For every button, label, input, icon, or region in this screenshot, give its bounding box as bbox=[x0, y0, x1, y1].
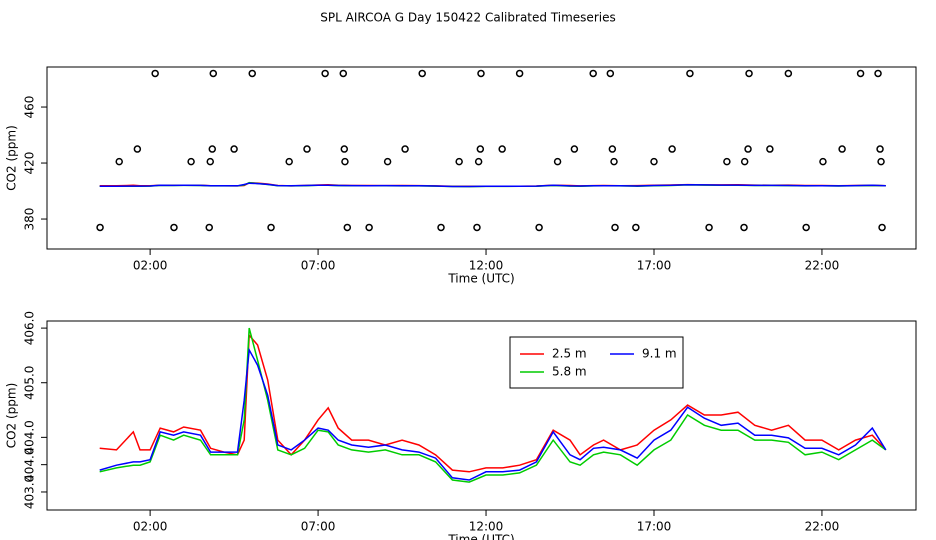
point bbox=[341, 157, 349, 166]
plot-frame bbox=[46, 66, 917, 250]
point bbox=[570, 145, 579, 153]
point bbox=[303, 145, 311, 153]
legend-box bbox=[509, 336, 684, 389]
y-tick-label: 404.0 bbox=[23, 447, 37, 481]
y-tick-label: 405.0 bbox=[23, 366, 37, 400]
x-tick-label: 02:00 bbox=[133, 259, 168, 273]
point bbox=[876, 145, 884, 153]
point bbox=[535, 223, 543, 232]
point bbox=[170, 223, 178, 232]
point bbox=[365, 223, 373, 232]
point bbox=[686, 69, 694, 78]
x-tick-label: 17:00 bbox=[637, 520, 672, 534]
y-tick-label: 403.0 bbox=[23, 475, 37, 509]
series-line bbox=[99, 182, 886, 188]
x-tick-label: 12:00 bbox=[469, 259, 504, 273]
y-axis-label: CO2 (ppm) bbox=[5, 125, 19, 191]
point bbox=[209, 69, 218, 78]
x-tick-label: 22:00 bbox=[805, 520, 840, 534]
point bbox=[206, 157, 215, 166]
x-axis-label: Time (UTC) bbox=[447, 272, 514, 286]
y-tick-label: 420 bbox=[23, 152, 37, 175]
point bbox=[766, 145, 774, 153]
y-tick-label: 460 bbox=[23, 96, 37, 119]
point bbox=[267, 223, 275, 232]
point bbox=[208, 145, 217, 153]
point bbox=[343, 223, 352, 232]
x-tick-label: 07:00 bbox=[301, 520, 336, 534]
point bbox=[878, 223, 886, 232]
y-tick-label: 404.0 bbox=[23, 420, 37, 454]
point bbox=[838, 145, 846, 153]
point bbox=[477, 69, 485, 78]
point bbox=[723, 157, 731, 166]
point bbox=[248, 69, 256, 78]
point bbox=[515, 69, 524, 78]
point bbox=[474, 157, 483, 166]
x-tick-label: 17:00 bbox=[637, 259, 672, 273]
series-line bbox=[99, 347, 887, 481]
x-tick-label: 07:00 bbox=[301, 259, 336, 273]
legend-label: 9.1 m bbox=[642, 347, 677, 361]
y-tick-label: 406.0 bbox=[23, 311, 37, 345]
point bbox=[339, 69, 348, 78]
point bbox=[632, 223, 640, 232]
point bbox=[650, 157, 658, 166]
point bbox=[740, 157, 749, 166]
page-title: SPL AIRCOA G Day 150422 Calibrated Times… bbox=[320, 11, 615, 25]
point bbox=[819, 157, 827, 166]
y-tick-label: 380 bbox=[23, 208, 37, 231]
series-line bbox=[99, 327, 887, 483]
point bbox=[611, 223, 619, 232]
x-tick-label: 22:00 bbox=[805, 259, 840, 273]
series-line bbox=[99, 333, 887, 473]
point bbox=[230, 145, 238, 153]
y-axis-label: CO2 (ppm) bbox=[5, 383, 19, 449]
point bbox=[589, 69, 597, 78]
point bbox=[151, 69, 159, 78]
point bbox=[205, 223, 213, 232]
point bbox=[187, 157, 195, 166]
x-tick-label: 12:00 bbox=[469, 520, 504, 534]
point bbox=[856, 69, 865, 78]
point bbox=[874, 69, 882, 78]
point bbox=[418, 69, 426, 78]
point bbox=[802, 223, 810, 232]
point bbox=[96, 223, 104, 232]
point bbox=[608, 145, 617, 153]
x-tick-label: 02:00 bbox=[133, 520, 168, 534]
point bbox=[473, 223, 481, 232]
point bbox=[745, 69, 753, 78]
point bbox=[383, 157, 392, 166]
plot-frame bbox=[46, 320, 917, 511]
point bbox=[784, 69, 793, 78]
point bbox=[340, 145, 349, 153]
point bbox=[437, 223, 445, 232]
point bbox=[705, 223, 713, 232]
point bbox=[498, 145, 506, 153]
point bbox=[133, 145, 142, 153]
point bbox=[321, 69, 329, 78]
point bbox=[740, 223, 748, 232]
point bbox=[553, 157, 562, 166]
x-axis-label: Time (UTC) bbox=[447, 533, 514, 540]
point bbox=[115, 157, 123, 166]
point bbox=[744, 145, 752, 153]
point bbox=[476, 145, 485, 153]
legend-label: 2.5 m bbox=[552, 347, 587, 361]
legend-label: 5.8 m bbox=[552, 365, 587, 379]
point bbox=[877, 157, 885, 166]
point bbox=[610, 157, 618, 166]
point bbox=[606, 69, 615, 78]
point bbox=[668, 145, 676, 153]
point bbox=[455, 157, 463, 166]
point bbox=[401, 145, 409, 153]
point bbox=[285, 157, 293, 166]
